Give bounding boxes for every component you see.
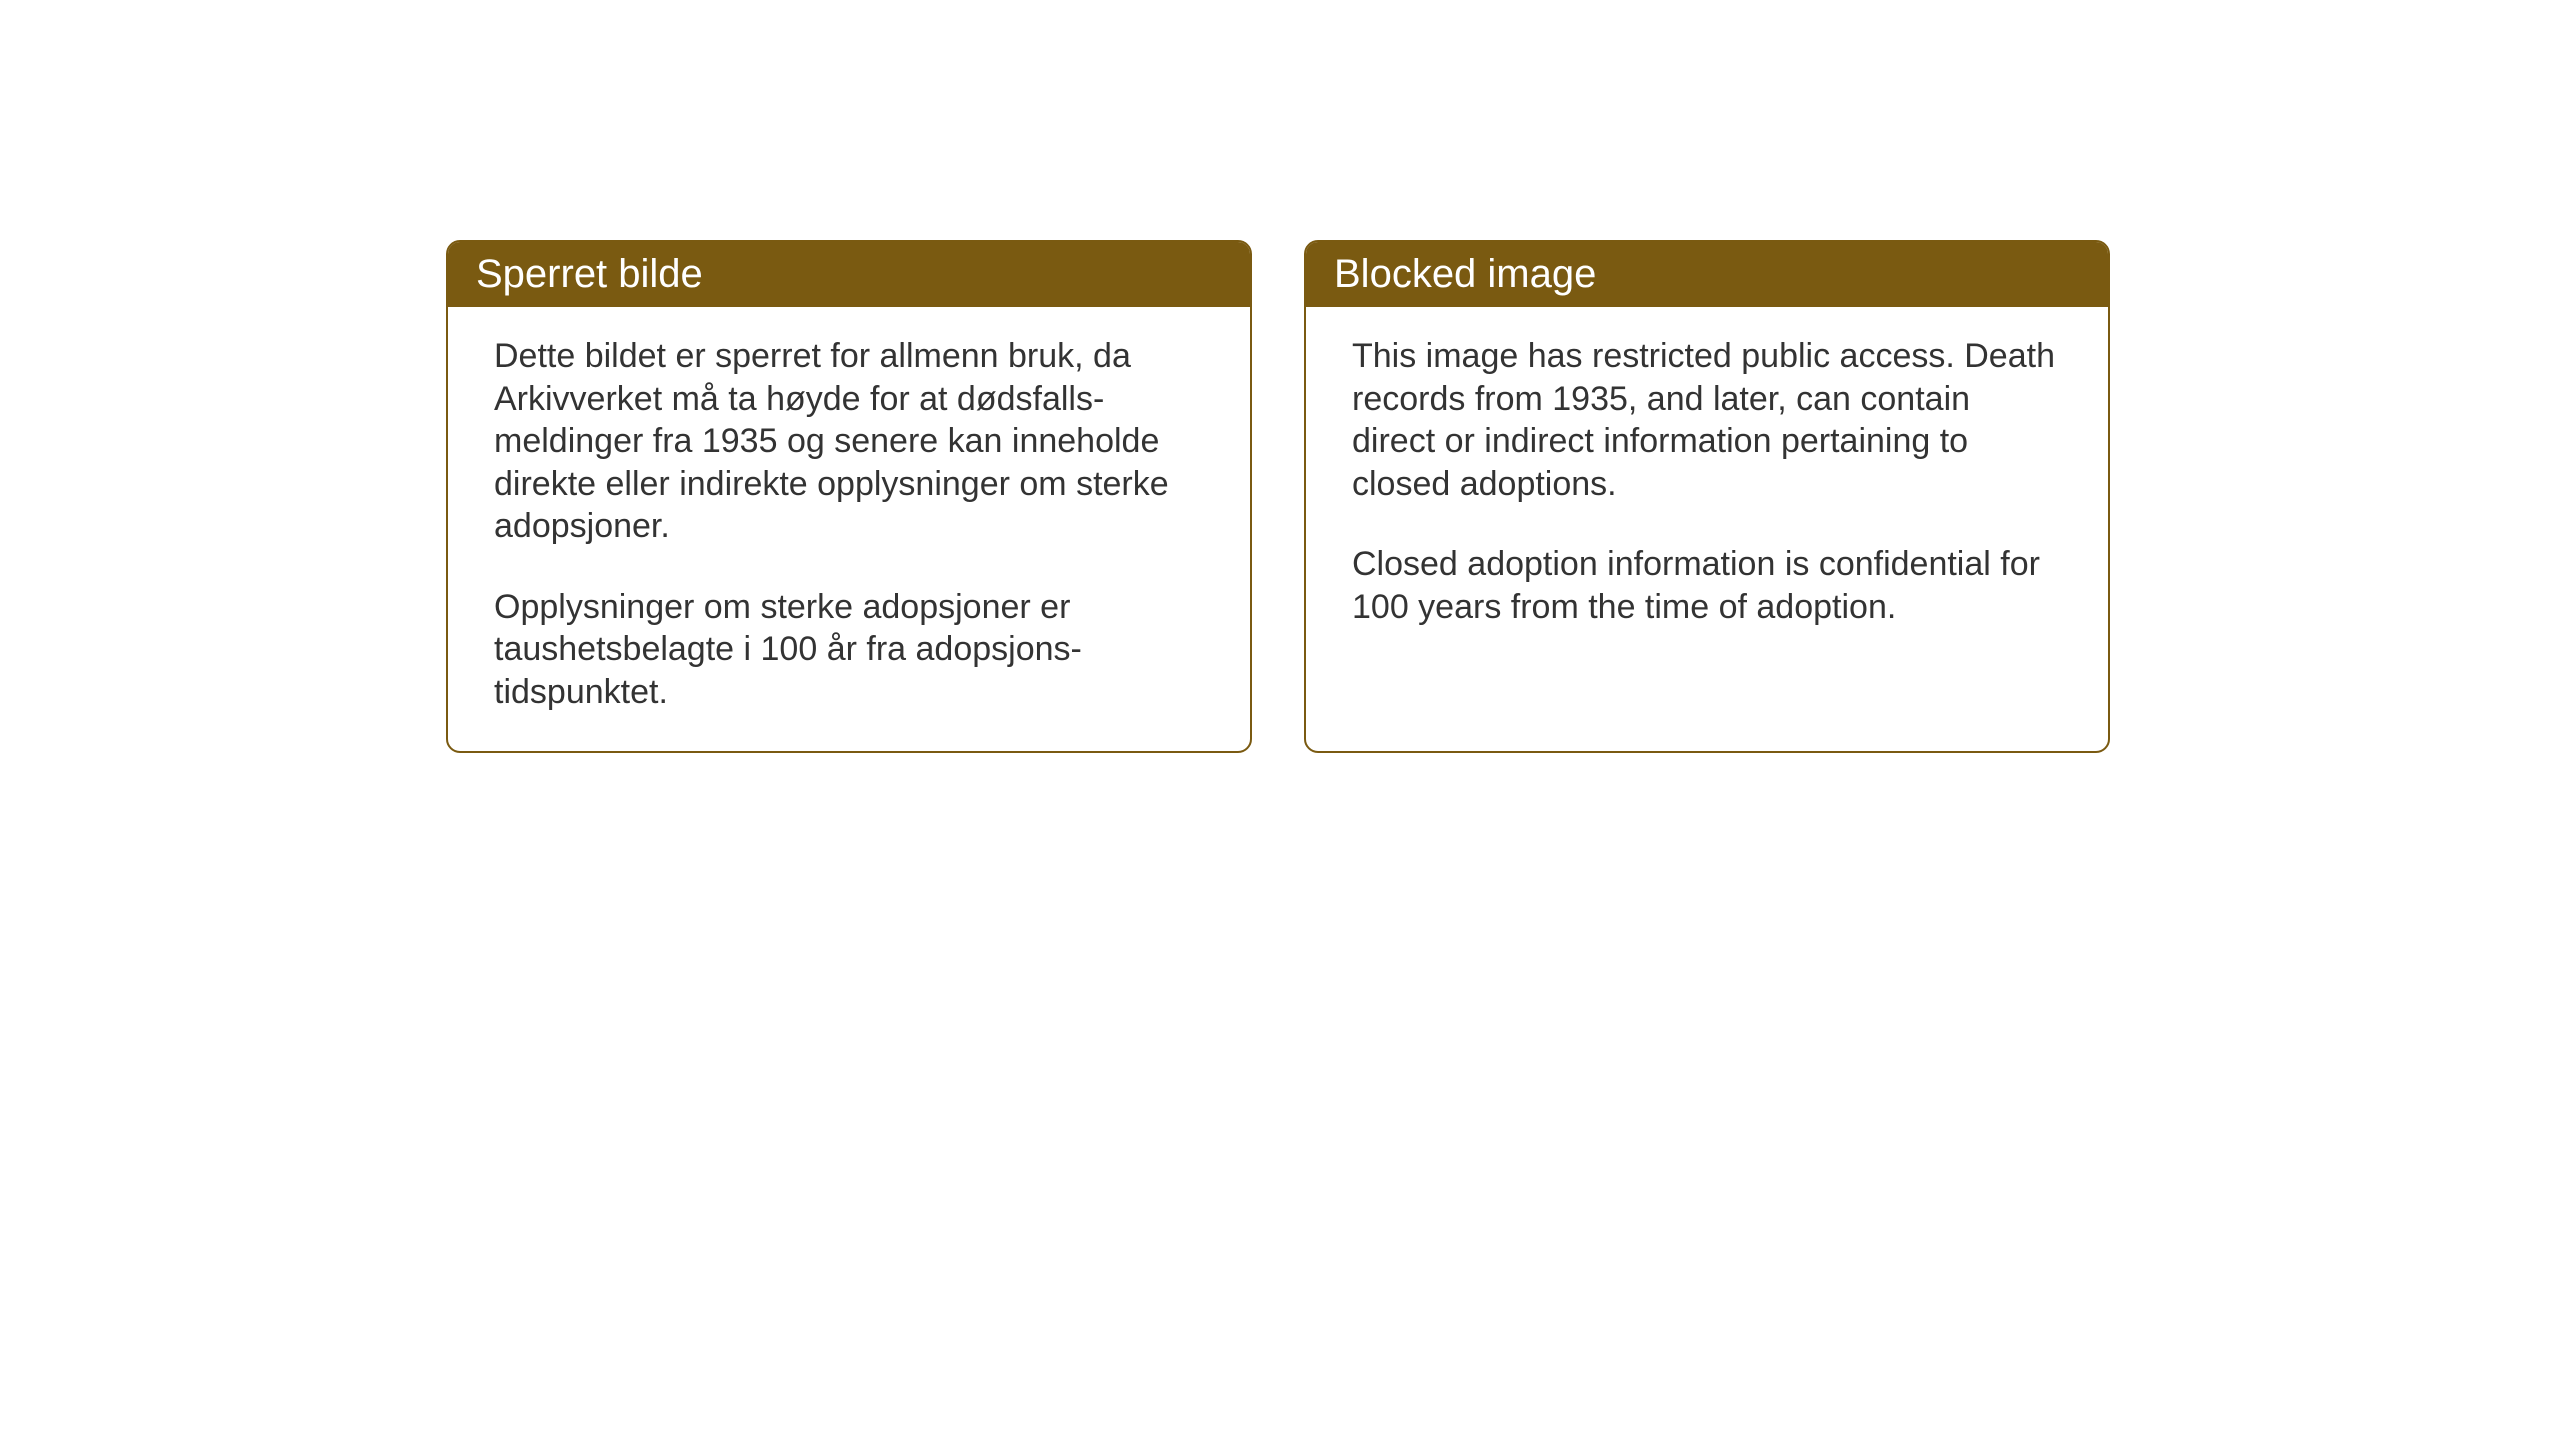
- card-body-norwegian: Dette bildet er sperret for allmenn bruk…: [448, 307, 1250, 751]
- card-paragraph2-english: Closed adoption information is confident…: [1352, 543, 2062, 628]
- card-header-english: Blocked image: [1306, 242, 2108, 307]
- card-paragraph2-norwegian: Opplysninger om sterke adopsjoner er tau…: [494, 586, 1204, 714]
- card-title-norwegian: Sperret bilde: [476, 252, 703, 296]
- card-paragraph1-english: This image has restricted public access.…: [1352, 335, 2062, 505]
- card-norwegian: Sperret bilde Dette bildet er sperret fo…: [446, 240, 1252, 753]
- card-body-english: This image has restricted public access.…: [1306, 307, 2108, 751]
- card-english: Blocked image This image has restricted …: [1304, 240, 2110, 753]
- card-paragraph1-norwegian: Dette bildet er sperret for allmenn bruk…: [494, 335, 1204, 548]
- card-title-english: Blocked image: [1334, 252, 1596, 296]
- card-header-norwegian: Sperret bilde: [448, 242, 1250, 307]
- cards-container: Sperret bilde Dette bildet er sperret fo…: [0, 0, 2560, 753]
